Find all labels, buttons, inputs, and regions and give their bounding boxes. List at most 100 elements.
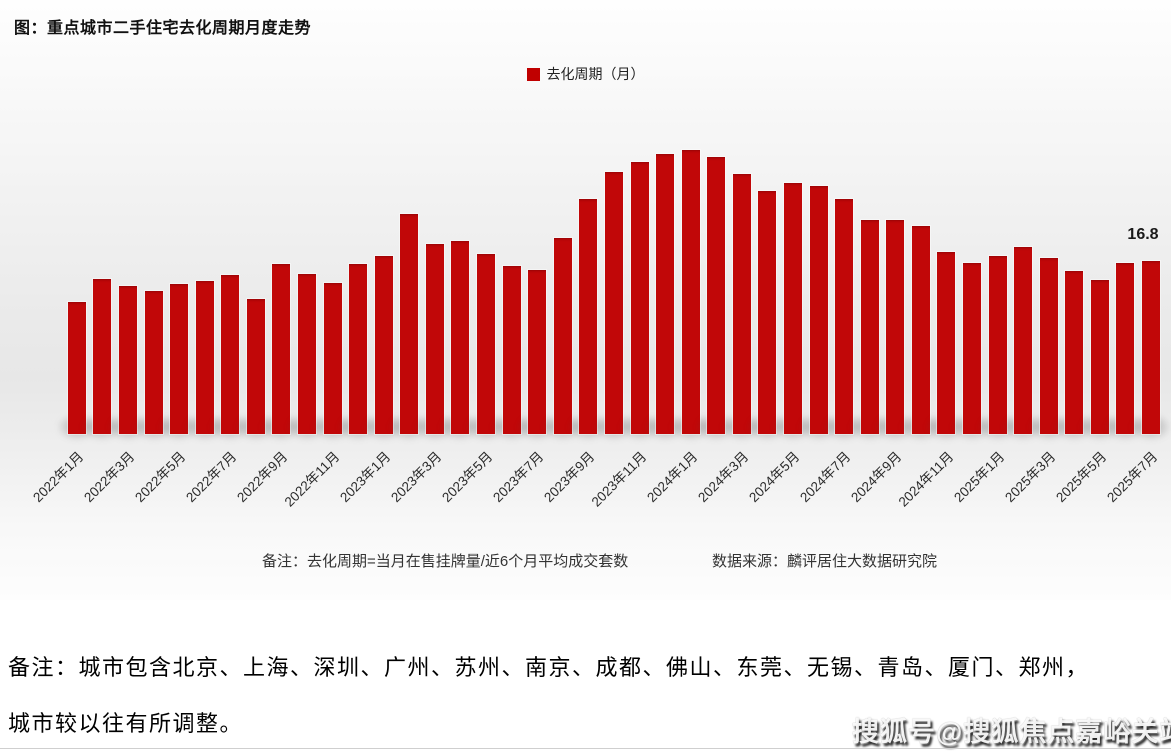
bar-cell (594, 100, 633, 440)
bar-2025年3月 (1039, 258, 1058, 434)
bar-cell (441, 100, 480, 440)
bar-cell (287, 100, 326, 440)
bar-cell (978, 100, 1017, 440)
bar-cell (313, 100, 352, 440)
bar-cell (492, 100, 531, 440)
bar-cell (646, 100, 685, 440)
bar-2022年12月 (349, 263, 368, 434)
x-axis: 2022年1月 2022年3月 2022年5月 2022年7月 2022年9月 2022年… (0, 440, 1171, 550)
bar-2025年6月 (1116, 262, 1135, 434)
legend-label: 去化周期（月） (546, 66, 645, 82)
legend-swatch-icon (526, 67, 540, 81)
bar-2025年7月 (1142, 260, 1161, 434)
bar-2023年2月 (400, 214, 419, 434)
bar-cell (1004, 100, 1043, 440)
footnote-definition: 备注：去化周期=当月在售挂牌量/近6个月平均成交套数 (262, 553, 629, 570)
bar-2023年4月 (451, 240, 470, 434)
bar-cell (339, 100, 378, 440)
bar-2022年2月 (93, 279, 112, 434)
bar-cell (773, 100, 812, 440)
bar-2023年6月 (502, 265, 521, 434)
chart-figure: 图：重点城市二手住宅去化周期月度走势 去化周期（月） 16.8 2022年1月 2… (0, 0, 1171, 600)
bar-2023年9月 (579, 198, 598, 434)
bar-cell (748, 100, 787, 440)
bar-2024年12月 (963, 262, 982, 434)
footnote-data-source: 数据来源：麟评居住大数据研究院 (712, 553, 938, 570)
bar-2024年7月 (835, 198, 854, 434)
bar-2025年2月 (1014, 247, 1033, 434)
bar-cell (799, 100, 838, 440)
bar-2022年3月 (118, 286, 137, 434)
bar-2023年5月 (477, 254, 496, 434)
bar-cell (108, 100, 147, 440)
bar-2024年2月 (707, 157, 726, 434)
bar-cell (953, 100, 992, 440)
chart-title: 图：重点城市二手住宅去化周期月度走势 (14, 20, 312, 37)
bar-cell (697, 100, 736, 440)
bar-cell (57, 100, 96, 440)
bar-2024年4月 (758, 191, 777, 434)
bar-2024年5月 (783, 183, 802, 434)
bar-2022年9月 (272, 263, 291, 434)
bar-2022年1月 (67, 301, 86, 434)
bar-cell (415, 100, 454, 440)
bar-2022年10月 (297, 273, 316, 434)
bar-2022年5月 (170, 284, 189, 434)
bar-cell (1080, 100, 1119, 440)
bar-cell (825, 100, 864, 440)
bar-cell (722, 100, 761, 440)
bar-cell (390, 100, 429, 440)
bar-2025年4月 (1065, 270, 1084, 434)
bar-2024年6月 (809, 186, 828, 434)
bar-cell (134, 100, 173, 440)
bar-cell (671, 100, 710, 440)
bar-2022年11月 (323, 283, 342, 434)
bar-cell (543, 100, 582, 440)
bar-cell (518, 100, 557, 440)
bar-cell (1106, 100, 1145, 440)
bar-2023年7月 (528, 269, 547, 434)
bar-cell (262, 100, 301, 440)
bar-2025年1月 (988, 256, 1007, 434)
bar-cell (876, 100, 915, 440)
bottom-divider (0, 748, 1171, 749)
bar-cell (1055, 100, 1094, 440)
plot-area (57, 100, 1171, 440)
bar-cell (1029, 100, 1068, 440)
bar-cell (83, 100, 122, 440)
bar-cell (901, 100, 940, 440)
bar-2024年3月 (732, 173, 751, 434)
bar-2022年4月 (144, 291, 163, 434)
bar-2024年9月 (886, 220, 905, 434)
bar-cell (850, 100, 889, 440)
bottom-note-line-2: 城市较以往有所调整。 (8, 711, 244, 736)
bar-cell (467, 100, 506, 440)
bar-cell (236, 100, 275, 440)
chart-legend: 去化周期（月） (0, 64, 1171, 84)
bar-2025年5月 (1090, 280, 1109, 434)
bar-2023年10月 (604, 171, 623, 434)
bar-2024年1月 (681, 149, 700, 434)
bar-2022年6月 (195, 281, 214, 434)
figure-footnote: 备注：去化周期=当月在售挂牌量/近6个月平均成交套数 数据来源：麟评居住大数据研… (0, 550, 1171, 572)
bar-2024年8月 (860, 220, 879, 434)
bar-2023年3月 (425, 243, 444, 434)
bottom-note-line-1: 备注：城市包含北京、上海、深圳、广州、苏州、南京、成都、佛山、东莞、无锡、青岛、… (8, 655, 1090, 680)
bar-2022年8月 (246, 298, 265, 434)
bar-2023年8月 (553, 237, 572, 434)
bar-cell (211, 100, 250, 440)
bar-2023年1月 (374, 256, 393, 434)
last-bar-value-label: 16.8 (1127, 226, 1159, 243)
bar-cell (620, 100, 659, 440)
watermark-text: 搜狐号@搜狐焦点嘉峪关站 (852, 717, 1171, 747)
bar-2023年12月 (656, 154, 675, 434)
bar-2024年11月 (937, 252, 956, 434)
bar-cell (185, 100, 224, 440)
bar-cell (569, 100, 608, 440)
bar-cell (1132, 100, 1171, 440)
bar-cell (927, 100, 966, 440)
bar-cell (364, 100, 403, 440)
bar-cell (160, 100, 199, 440)
bar-2023年11月 (630, 162, 649, 434)
